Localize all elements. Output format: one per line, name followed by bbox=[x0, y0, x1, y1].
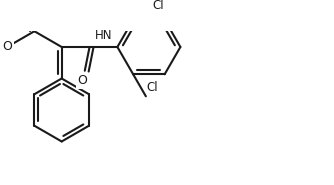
Text: Cl: Cl bbox=[153, 0, 164, 13]
Text: O: O bbox=[77, 74, 87, 87]
Text: O: O bbox=[2, 41, 12, 53]
Text: NH: NH bbox=[37, 0, 54, 3]
Text: Cl: Cl bbox=[147, 81, 158, 95]
Text: HN: HN bbox=[95, 28, 112, 42]
